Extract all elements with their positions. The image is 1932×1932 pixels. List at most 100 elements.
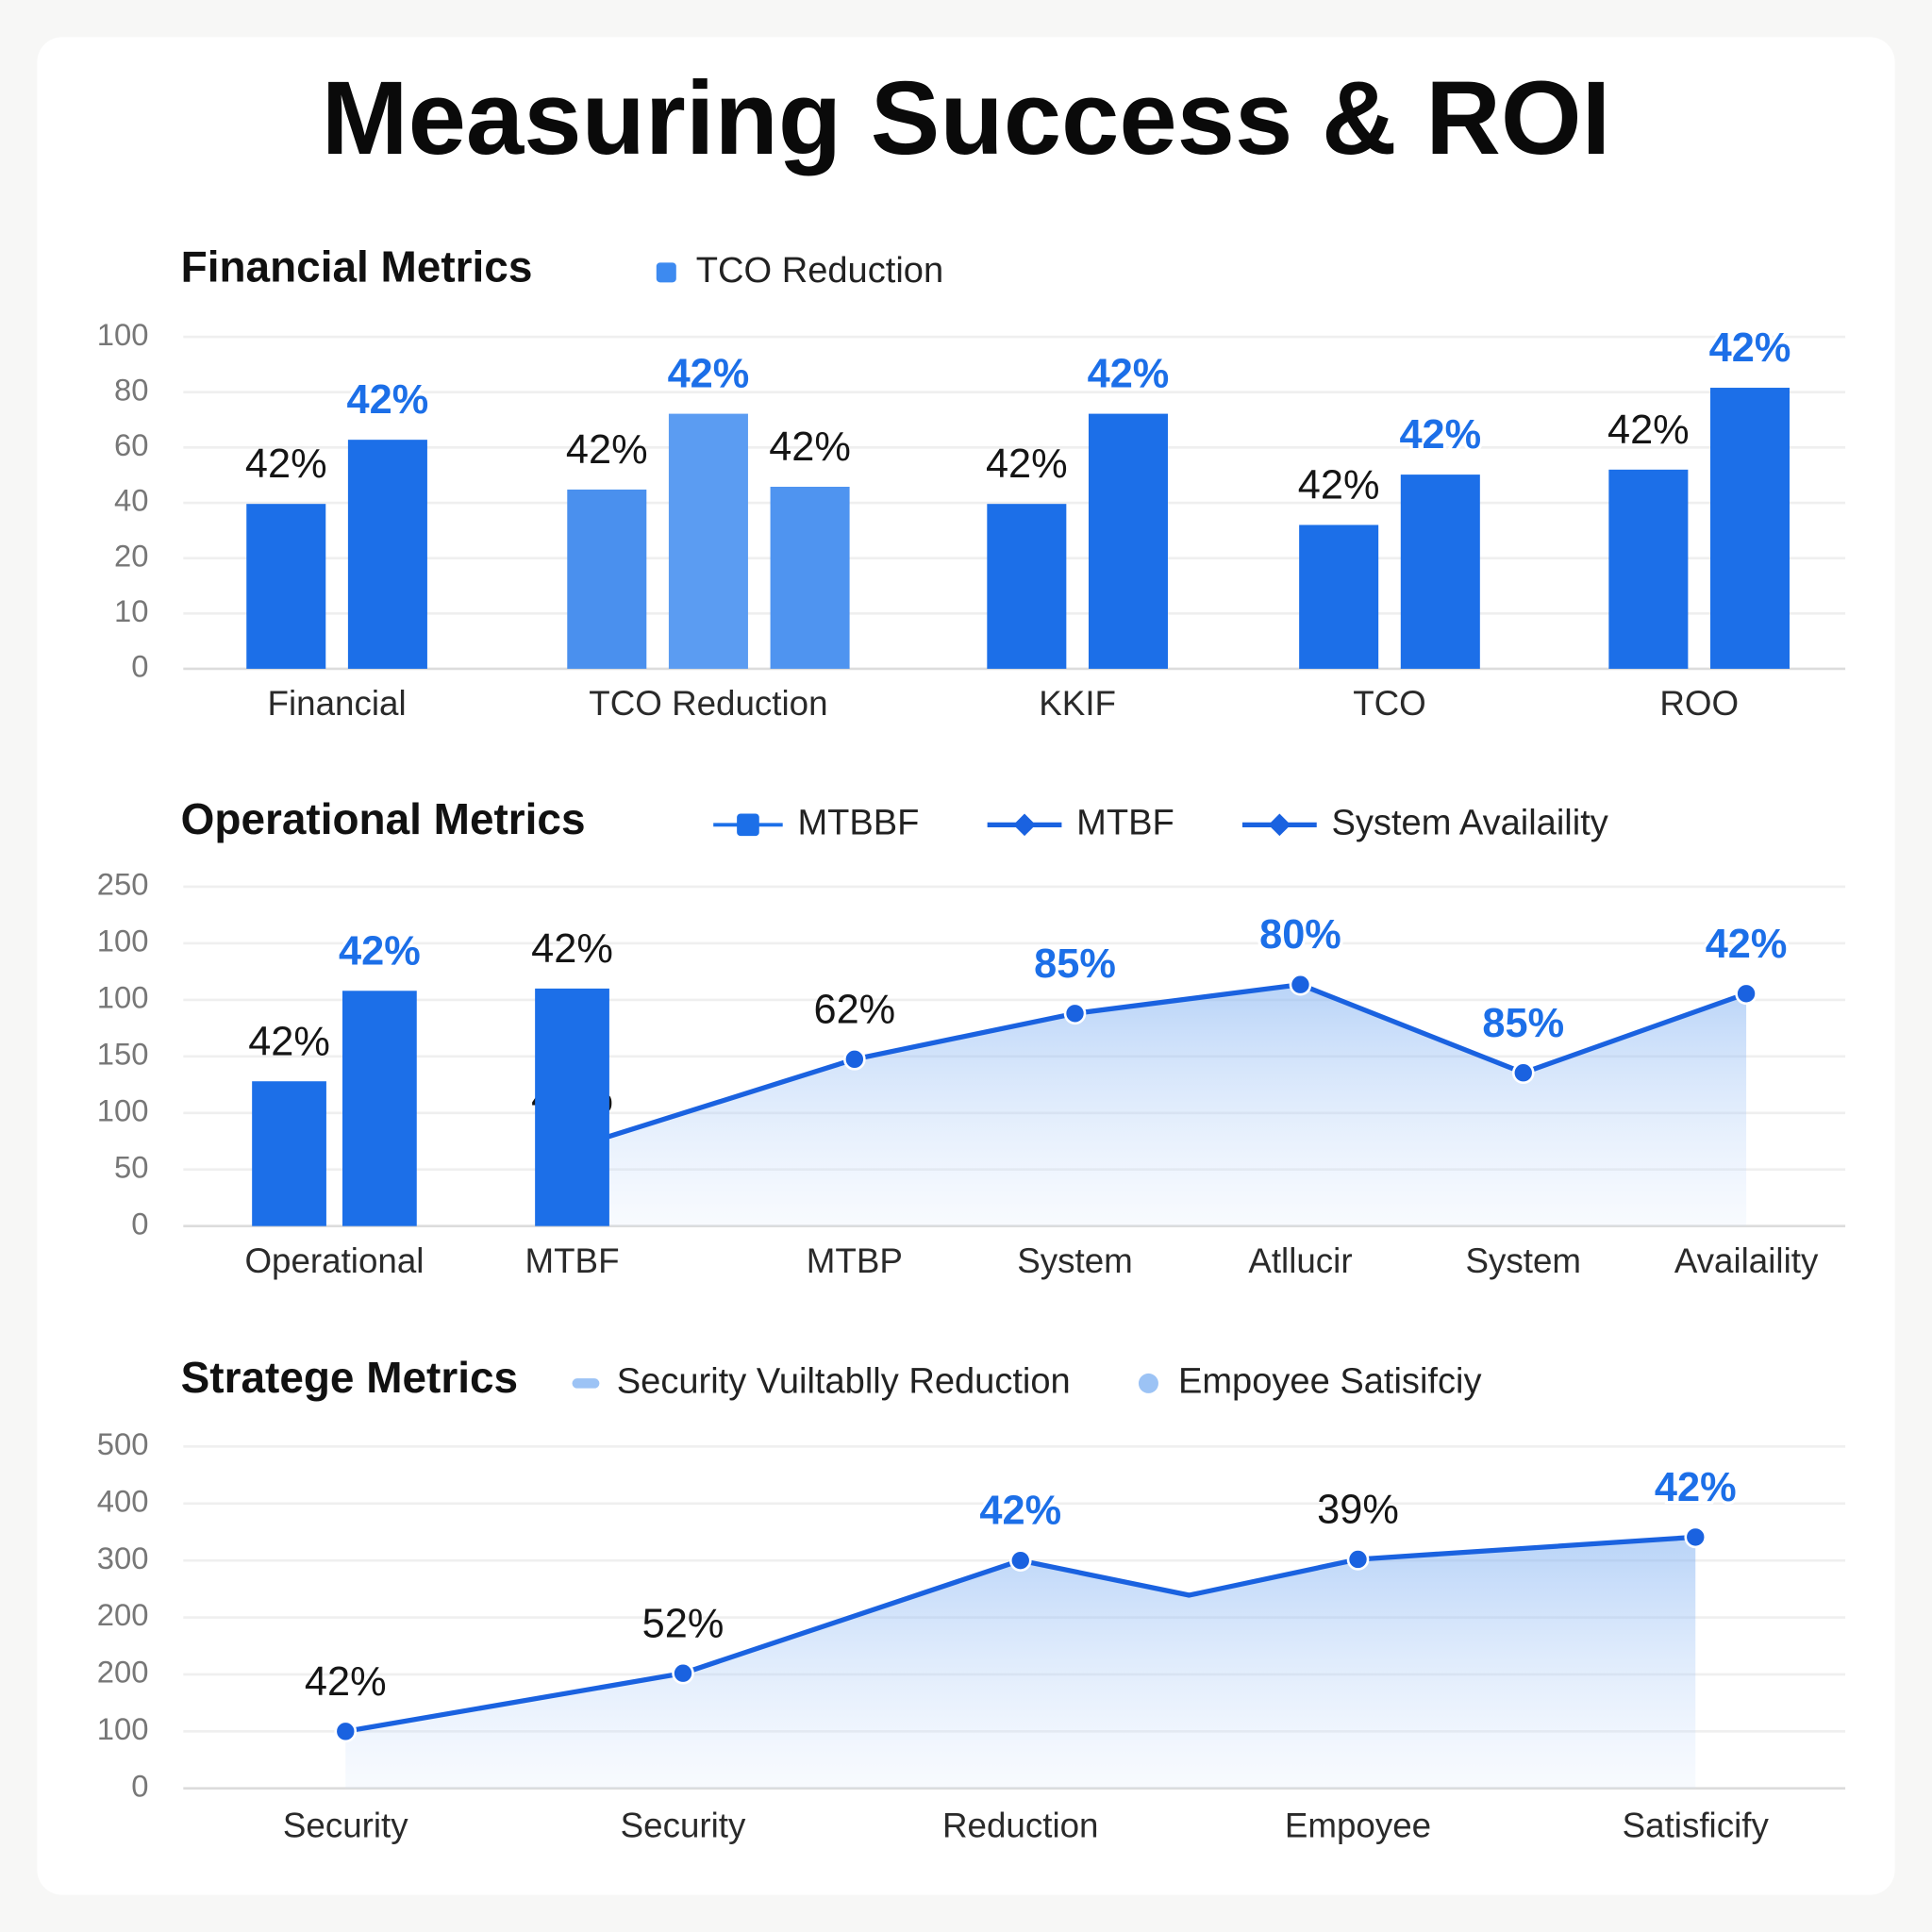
y-tick-label: 400: [97, 1483, 149, 1518]
data-label: 52%: [642, 1601, 724, 1646]
bar: [668, 413, 748, 669]
legend-swatch: [1268, 813, 1291, 837]
x-tick-label: TCO Reduction: [589, 684, 827, 723]
data-label: 42%: [1399, 412, 1481, 458]
point: [1289, 973, 1312, 996]
legend-swatch: [1013, 813, 1036, 837]
page-title: Measuring Success & ROI: [322, 60, 1611, 176]
x-tick-label: Operational: [244, 1241, 424, 1280]
x-tick-label: Empoyee: [1285, 1806, 1431, 1844]
data-label: 42%: [531, 926, 613, 972]
point: [334, 1720, 358, 1743]
y-tick-label: 0: [131, 1206, 148, 1241]
area: [345, 1537, 1696, 1789]
y-tick-label: 150: [97, 1037, 149, 1072]
data-label: 42%: [339, 928, 421, 974]
legend-swatch: [656, 262, 676, 283]
data-label: 42%: [986, 441, 1068, 487]
x-tick-label: Availaility: [1674, 1241, 1819, 1280]
data-label: 42%: [1706, 922, 1788, 967]
data-label: 62%: [813, 987, 895, 1032]
chart-title: Operational Metrics: [181, 794, 586, 843]
point: [1735, 982, 1757, 1006]
x-tick-label: System: [1017, 1241, 1133, 1280]
point: [1346, 1548, 1370, 1571]
y-tick-label: 100: [97, 317, 149, 352]
x-tick-label: KKIF: [1039, 684, 1116, 723]
legend-swatch: [572, 1378, 600, 1389]
legend-label: Security Vuiltablly Reduction: [617, 1361, 1071, 1401]
y-tick-label: 500: [97, 1426, 149, 1461]
bar: [1299, 525, 1379, 669]
data-label: 42%: [1298, 463, 1380, 508]
legend-label: System Availaility: [1332, 803, 1608, 842]
data-label: 42%: [245, 441, 327, 487]
data-label: 85%: [1034, 941, 1116, 987]
bar: [341, 991, 417, 1226]
bar: [770, 486, 850, 669]
legend-swatch: [1138, 1373, 1158, 1393]
line: [344, 1534, 1696, 1734]
y-tick-label: 0: [131, 649, 148, 684]
legend-label: Empoyee Satisifciy: [1178, 1361, 1482, 1401]
data-label: 42%: [668, 352, 750, 397]
legend-label: TCO Reduction: [696, 251, 943, 291]
point: [1063, 1002, 1087, 1025]
bar: [1608, 469, 1689, 669]
data-label: 39%: [1317, 1487, 1399, 1532]
point: [672, 1661, 694, 1685]
point: [1511, 1061, 1535, 1085]
y-tick-label: 20: [114, 538, 148, 573]
x-tick-label: MTBP: [807, 1241, 903, 1280]
x-tick-label: Atllucir: [1248, 1241, 1352, 1280]
chart-title: Financial Metrics: [181, 242, 533, 291]
line: [571, 982, 1747, 1151]
bar: [252, 1081, 326, 1226]
bar: [567, 489, 647, 669]
data-label: 42%: [248, 1019, 330, 1064]
y-tick-label: 100: [97, 1711, 149, 1746]
data-label: 42%: [305, 1659, 387, 1705]
y-tick-label: 80: [114, 372, 148, 407]
data-label: 42%: [1607, 408, 1690, 453]
y-tick-label: 100: [97, 924, 149, 958]
data-label: 85%: [1482, 1001, 1564, 1046]
y-tick-label: 10: [114, 593, 148, 628]
bar: [987, 504, 1067, 669]
y-tick-label: 50: [114, 1149, 148, 1184]
chart-title: Stratege Metrics: [181, 1353, 518, 1402]
y-tick-label: 60: [114, 427, 148, 462]
y-tick-label: 250: [97, 867, 149, 902]
bar: [347, 440, 427, 669]
data-label: 42%: [1655, 1465, 1737, 1510]
y-tick-label: 200: [97, 1597, 149, 1632]
point: [1008, 1549, 1032, 1572]
x-tick-label: ROO: [1659, 684, 1739, 723]
legend-swatch: [737, 813, 759, 837]
x-tick-label: System: [1466, 1241, 1582, 1280]
data-label: 80%: [1259, 912, 1341, 958]
x-tick-label: TCO: [1353, 684, 1426, 723]
point: [843, 1048, 866, 1071]
x-tick-label: MTBF: [525, 1241, 620, 1280]
data-label: 42%: [347, 377, 429, 423]
x-tick-label: Financial: [268, 684, 407, 723]
bar: [246, 504, 326, 669]
data-label: 42%: [979, 1489, 1061, 1534]
y-tick-label: 100: [97, 980, 149, 1015]
data-label: 42%: [566, 427, 648, 473]
bar: [1710, 388, 1790, 669]
data-label: 42%: [769, 425, 851, 470]
y-tick-label: 200: [97, 1655, 149, 1690]
bar: [1400, 475, 1480, 669]
data-label: 42%: [1088, 352, 1170, 397]
y-tick-label: 300: [97, 1541, 149, 1575]
x-tick-label: Satisficify: [1623, 1806, 1770, 1844]
legend-label: MTBBF: [797, 803, 919, 842]
x-tick-label: Reduction: [942, 1806, 1098, 1844]
bar: [535, 988, 609, 1226]
x-tick-label: Security: [283, 1806, 408, 1844]
bar: [1088, 413, 1168, 669]
